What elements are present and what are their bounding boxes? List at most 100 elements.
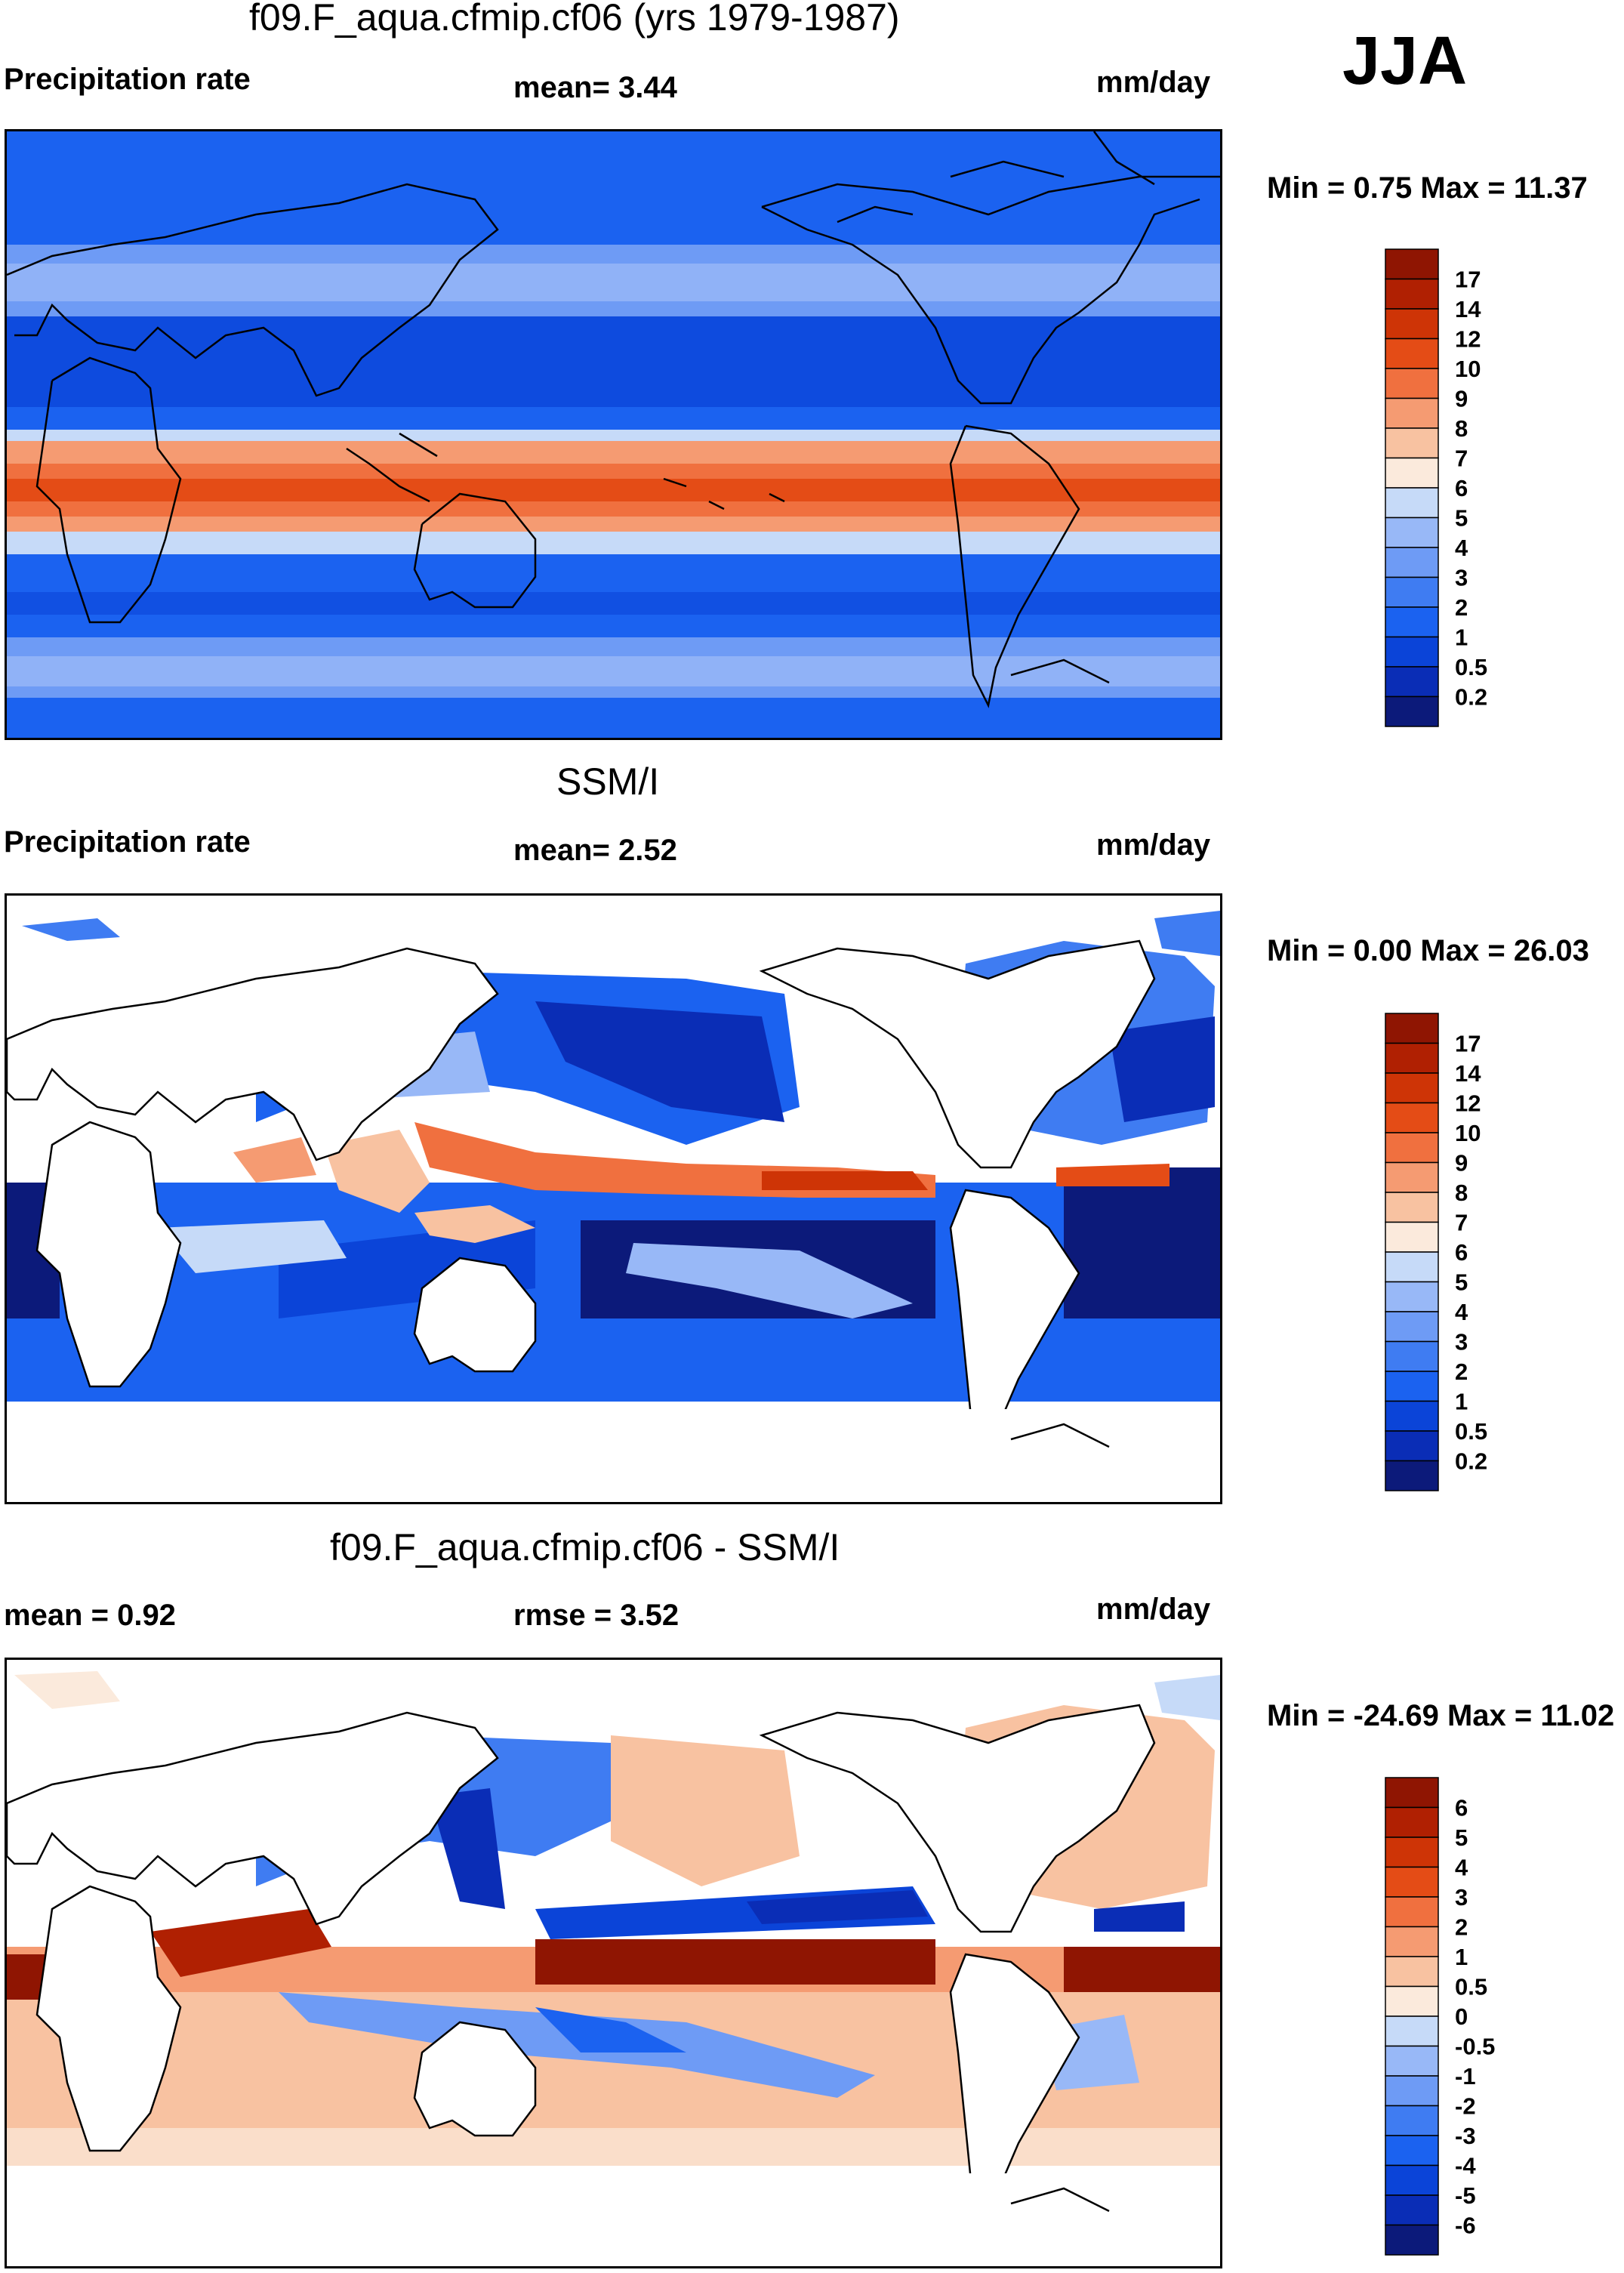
panel-3-colorbar-swatch	[1385, 2164, 1439, 2196]
panel-2-colorbar-tick-label: 10	[1455, 1120, 1481, 1146]
panel-3-colorbar-tick-label: 2	[1455, 1914, 1468, 1941]
panel-3-colorbar-tick-label: -6	[1455, 2213, 1476, 2239]
panel-1-colorbar-swatch	[1385, 487, 1439, 519]
model-precip-field	[7, 131, 1220, 738]
panel-1-colorbar-swatch	[1385, 248, 1439, 280]
panel-1-colorbar-swatch	[1385, 606, 1439, 638]
panel-1-colorbar-tick-label: 14	[1455, 296, 1481, 322]
panel-1-colorbar-swatch	[1385, 278, 1439, 310]
panel-3-colorbar-tick-label: 3	[1455, 1884, 1468, 1911]
panel-1-colorbar-tick-label: 0.5	[1455, 654, 1487, 680]
panel-1-colorbar-tick-label: 17	[1455, 267, 1481, 293]
panel-3-colorbar-tick-label: 6	[1455, 1795, 1468, 1821]
panel-1-colorbar-swatch	[1385, 576, 1439, 608]
panel-1-colorbar-tick-label: 1	[1455, 625, 1468, 651]
panel-2-colorbar-tick-label: 1	[1455, 1389, 1468, 1415]
panel-3-colorbar-tick-label: -0.5	[1455, 2034, 1495, 2060]
panel-1-map	[5, 129, 1222, 740]
panel-2-mean: mean= 2.52	[513, 834, 677, 867]
panel-2-variable-label: Precipitation rate	[4, 825, 251, 859]
panel-3-colorbar-swatch	[1385, 1837, 1439, 1868]
panel-2-colorbar-swatch	[1385, 1102, 1439, 1133]
panel-1-colorbar-swatch	[1385, 338, 1439, 369]
panel-2-colorbar-tick-label: 5	[1455, 1269, 1468, 1296]
panel-3-colorbar-tick-label: 0.5	[1455, 1974, 1487, 2000]
panel-3-colorbar-swatch	[1385, 2194, 1439, 2226]
panel-3-colorbar-swatch	[1385, 2045, 1439, 2077]
panel-1-colorbar-tick-label: 6	[1455, 475, 1468, 501]
panel-2-colorbar-swatch	[1385, 1251, 1439, 1283]
panel-3-colorbar-swatch	[1385, 1896, 1439, 1928]
panel-3-colorbar-tick-label: 0	[1455, 2003, 1468, 2030]
land-mask	[7, 939, 1220, 1502]
panel-1-colorbar-tick-label: 12	[1455, 326, 1481, 353]
panel-3-mean: mean = 0.92	[4, 1599, 176, 1632]
panel-3-colorbar-tick-label: -4	[1455, 2153, 1476, 2179]
panel-1-variable-label: Precipitation rate	[4, 63, 251, 96]
panel-1-colorbar-tick-label: 0.2	[1455, 684, 1487, 711]
panel-3-colorbar-tick-label: -2	[1455, 2093, 1476, 2120]
panel-3-colorbar-swatch	[1385, 2015, 1439, 2047]
panel-2-colorbar-swatch	[1385, 1161, 1439, 1193]
panel-3-title: f09.F_aqua.cfmip.cf06 - SSM/I	[330, 1526, 840, 1568]
panel-3-map	[5, 1658, 1222, 2268]
panel-3-colorbar-swatch	[1385, 1985, 1439, 2017]
panel-3-colorbar-tick-label: 1	[1455, 1944, 1468, 1970]
panel-1-mean: mean= 3.44	[513, 71, 677, 104]
panel-3-colorbar-swatch	[1385, 2075, 1439, 2107]
panel-2-colorbar-swatch	[1385, 1042, 1439, 1074]
panel-2-minmax: Min = 0.00 Max = 26.03	[1267, 934, 1589, 967]
panel-3-colorbar-tick-label: -1	[1455, 2063, 1476, 2089]
panel-2-colorbar-svg: 17 14 12 10 9 8 7 6 5 4 3 2 1 0.5 0.2	[1385, 1013, 1487, 1491]
panel-2-units: mm/day	[1096, 828, 1211, 862]
panel-1-colorbar-swatch	[1385, 547, 1439, 578]
panel-1-colorbar-svg: 17 14 12 10 9 8 7 6 5 4 3 2 1 0.5 0.2	[1385, 248, 1487, 727]
panel-2-colorbar-tick-label: 14	[1455, 1060, 1481, 1087]
panel-3-colorbar-tick-label: 5	[1455, 1824, 1468, 1851]
panel-2-colorbar-swatch	[1385, 1460, 1439, 1491]
panel-2-colorbar-tick-label: 0.2	[1455, 1448, 1487, 1475]
panel-2-colorbar-tick-label: 12	[1455, 1090, 1481, 1117]
panel-1-colorbar-tick-label: 5	[1455, 505, 1468, 532]
panel-3-units: mm/day	[1096, 1593, 1211, 1626]
panel-1-colorbar: 17 14 12 10 9 8 7 6 5 4 3 2 1 0.5 0.2	[1385, 248, 1536, 736]
panel-1-colorbar-tick-label: 9	[1455, 386, 1468, 412]
land-mask-diff	[7, 1704, 1220, 2266]
difference-field	[7, 1660, 1220, 2266]
panel-1-colorbar-swatch	[1385, 427, 1439, 459]
panel-2-colorbar-tick-label: 0.5	[1455, 1418, 1487, 1445]
panel-2-colorbar-swatch	[1385, 1430, 1439, 1462]
panel-2-colorbar-swatch	[1385, 1013, 1439, 1044]
observed-precip-field	[7, 896, 1220, 1502]
panel-1-colorbar-swatch	[1385, 517, 1439, 548]
panel-2-colorbar-tick-label: 2	[1455, 1359, 1468, 1385]
panel-3-colorbar-swatch	[1385, 1866, 1439, 1898]
panel-2-colorbar-tick-label: 6	[1455, 1239, 1468, 1266]
panel-1-minmax: Min = 0.75 Max = 11.37	[1267, 171, 1588, 205]
panel-2-colorbar-tick-label: 9	[1455, 1150, 1468, 1177]
panel-3-colorbar-tick-label: 4	[1455, 1855, 1468, 1881]
panel-1-colorbar-swatch	[1385, 457, 1439, 489]
panel-1-colorbar-swatch	[1385, 368, 1439, 399]
panel-2-colorbar-tick-label: 17	[1455, 1031, 1481, 1057]
panel-3-colorbar-swatch	[1385, 1926, 1439, 1957]
panel-2-colorbar-tick-label: 7	[1455, 1210, 1468, 1236]
panel-1-colorbar-swatch	[1385, 695, 1439, 727]
panel-2-colorbar-tick-label: 3	[1455, 1329, 1468, 1355]
panel-1-colorbar-tick-label: 3	[1455, 565, 1468, 591]
panel-2-colorbar-swatch	[1385, 1072, 1439, 1104]
panel-1-colorbar-swatch	[1385, 636, 1439, 668]
panel-3-colorbar-swatch	[1385, 1956, 1439, 1988]
panel-2-colorbar-swatch	[1385, 1281, 1439, 1312]
panel-3-colorbar: 6 5 4 3 2 1 0.5 0 -0.5 -1 -2 -3 -4 -5 -6	[1385, 1777, 1536, 2265]
panel-1-colorbar-swatch	[1385, 308, 1439, 340]
panel-2-map	[5, 893, 1222, 1504]
panel-2-colorbar-swatch	[1385, 1340, 1439, 1372]
panel-3-colorbar-swatch	[1385, 2105, 1439, 2136]
panel-1-colorbar-tick-label: 2	[1455, 594, 1468, 621]
panel-1-colorbar-tick-label: 8	[1455, 415, 1468, 442]
panel-3-rmse: rmse = 3.52	[513, 1599, 679, 1632]
panel-3-colorbar-swatch	[1385, 2224, 1439, 2256]
panel-3-colorbar-swatch	[1385, 1806, 1439, 1838]
panel-2-colorbar-swatch	[1385, 1311, 1439, 1343]
